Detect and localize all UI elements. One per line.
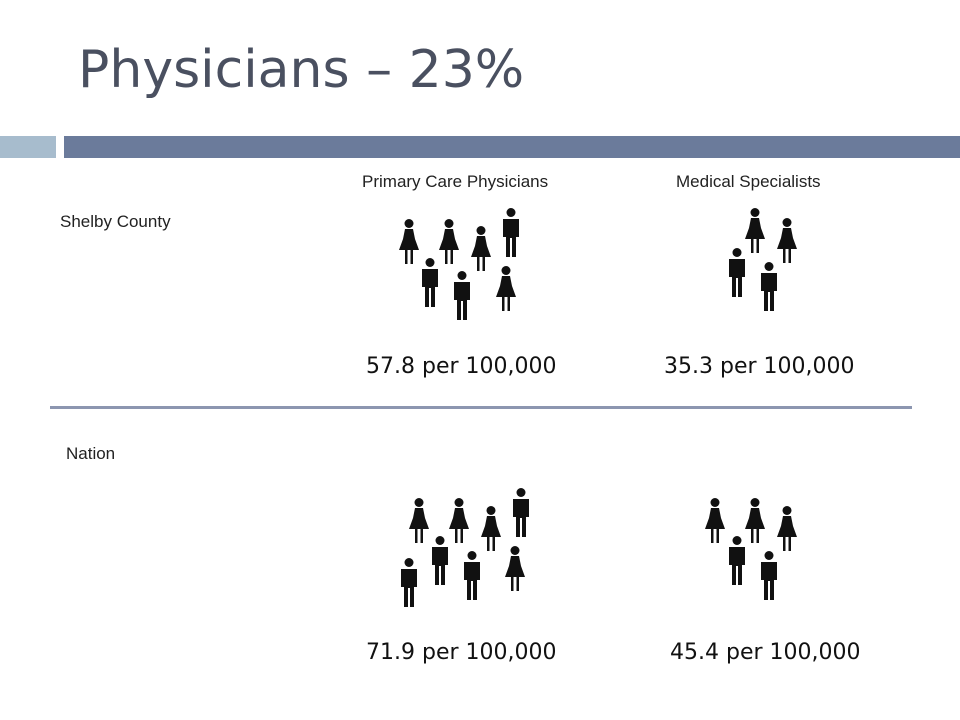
male-person-icon [759, 262, 779, 312]
male-person-icon [420, 258, 440, 308]
female-person-icon [448, 498, 470, 544]
female-person-icon [744, 208, 766, 254]
column-header-primary-care: Primary Care Physicians [362, 172, 549, 191]
male-person-icon [727, 536, 747, 586]
female-person-icon [776, 506, 798, 552]
nation-primary-rate: 71.9 per 100,000 [366, 640, 557, 665]
male-person-icon [452, 271, 472, 321]
title-accent-bar-left [0, 136, 56, 158]
title-accent-bar-right [64, 136, 960, 158]
female-person-icon [480, 506, 502, 552]
female-person-icon [744, 498, 766, 544]
male-person-icon [462, 551, 482, 601]
male-person-icon [727, 248, 747, 298]
row-divider [50, 406, 912, 409]
nation-specialist-rate: 45.4 per 100,000 [670, 640, 861, 665]
female-person-icon [776, 218, 798, 264]
male-person-icon [511, 488, 531, 538]
row-label-nation: Nation [66, 444, 116, 463]
female-person-icon [704, 498, 726, 544]
female-person-icon [398, 219, 420, 265]
shelby-specialist-rate: 35.3 per 100,000 [664, 354, 855, 379]
male-person-icon [430, 536, 450, 586]
row-label-shelby-county: Shelby County [60, 212, 171, 231]
slide-title: Physicians – 23% [78, 40, 525, 100]
female-person-icon [495, 266, 517, 312]
male-person-icon [501, 208, 521, 258]
female-person-icon [470, 226, 492, 272]
male-person-icon [399, 558, 419, 608]
female-person-icon [504, 546, 526, 592]
female-person-icon [438, 219, 460, 265]
female-person-icon [408, 498, 430, 544]
column-header-specialists: Medical Specialists [676, 172, 821, 191]
shelby-primary-rate: 57.8 per 100,000 [366, 354, 557, 379]
male-person-icon [759, 551, 779, 601]
